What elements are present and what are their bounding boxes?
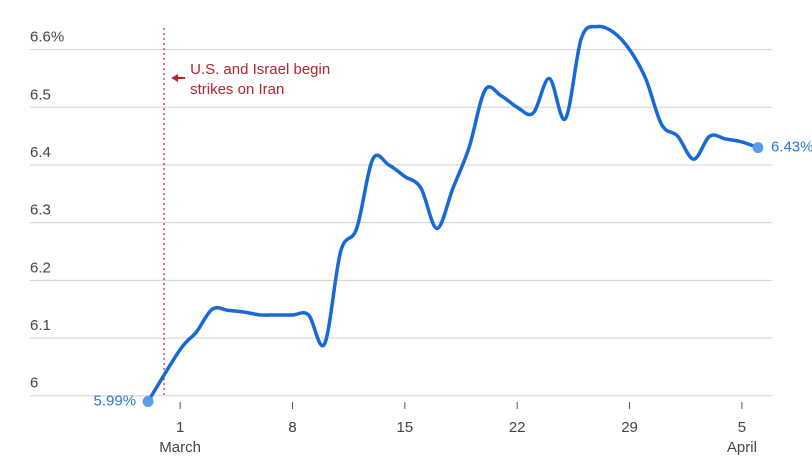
x-tick-label: 8 <box>288 419 296 436</box>
x-tick-label: 5 <box>738 419 746 436</box>
y-tick-label: 6.3 <box>30 202 51 219</box>
event-arrow <box>171 74 186 82</box>
value-label: 5.99% <box>94 392 137 409</box>
month-label: April <box>727 439 757 456</box>
x-tick-label: 15 <box>397 419 414 436</box>
month-label: March <box>159 439 201 456</box>
x-tick-label: 22 <box>509 419 526 436</box>
end-point <box>752 142 764 154</box>
end-point <box>142 395 154 407</box>
x-tick-label: 29 <box>621 419 638 436</box>
value-label: 6.43% <box>771 139 812 156</box>
annotation-text: U.S. and Israel begin <box>190 61 330 78</box>
y-tick-label: 6 <box>30 375 38 392</box>
y-tick-label: 6.2 <box>30 259 51 276</box>
y-tick-label: 6.5 <box>30 86 51 103</box>
y-tick-label: 6.6% <box>30 29 64 46</box>
y-tick-label: 6.4 <box>30 144 51 161</box>
y-tick-label: 6.1 <box>30 317 51 334</box>
line <box>146 24 760 404</box>
annotation-text: strikes on Iran <box>190 81 284 98</box>
x-tick-label: 1 <box>176 419 184 436</box>
